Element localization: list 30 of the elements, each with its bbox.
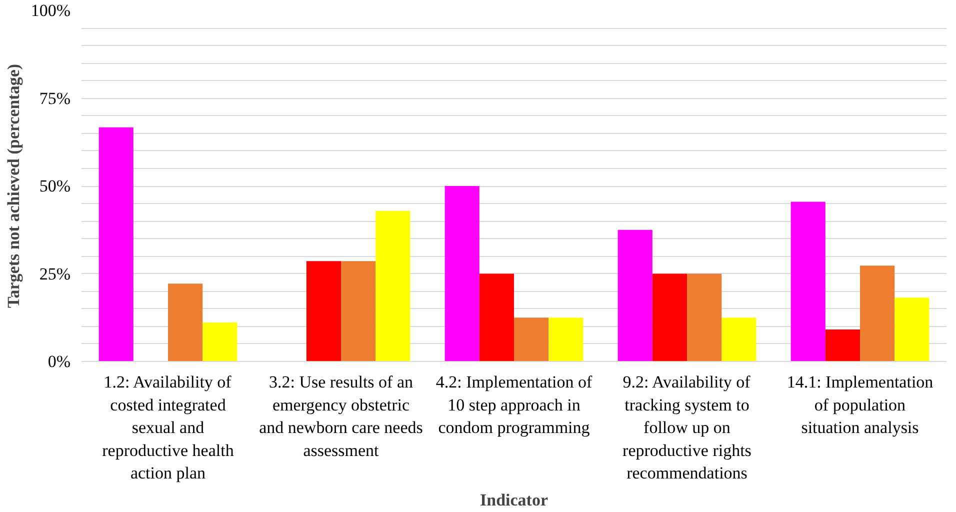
y-tick-label: 25% xyxy=(39,264,71,284)
bar xyxy=(168,284,203,362)
x-tick-label: 1.2: Availability of costed integrated sexual and reproductive health action plan xyxy=(102,372,234,483)
bar xyxy=(790,202,826,362)
bar xyxy=(444,186,480,362)
bar xyxy=(341,261,376,362)
y-tick-label: 50% xyxy=(39,176,71,196)
y-tick-label: 75% xyxy=(39,88,71,108)
bar xyxy=(722,318,756,362)
bar xyxy=(894,298,930,362)
bar xyxy=(687,274,722,362)
x-tick-label: 14.1: Implementation of population situation analysis xyxy=(786,372,934,438)
bar xyxy=(860,266,895,362)
x-axis-title: Indicator xyxy=(480,490,548,510)
bar xyxy=(825,330,860,362)
bar xyxy=(98,127,134,362)
bar xyxy=(548,318,584,362)
bar xyxy=(479,274,514,362)
y-tick-label: 0% xyxy=(48,352,71,371)
bar xyxy=(514,318,549,362)
bar xyxy=(306,261,341,362)
x-tick-label: 4.2: Implementation of 10 step approach in condom programming xyxy=(436,372,592,438)
y-axis-title: Targets not achieved (percentage) xyxy=(4,64,23,308)
bar xyxy=(376,210,410,362)
y-tick-label: 100% xyxy=(30,1,71,20)
bar xyxy=(202,322,238,362)
x-tick-label: 9.2: Availability of tracking system to follow up on reproductive rights recommendations xyxy=(622,372,752,483)
bar xyxy=(652,274,687,362)
bar xyxy=(618,230,652,362)
x-tick-label: 3.2: Use results of an emergency obstetric and newborn care needs assessment xyxy=(259,372,423,460)
